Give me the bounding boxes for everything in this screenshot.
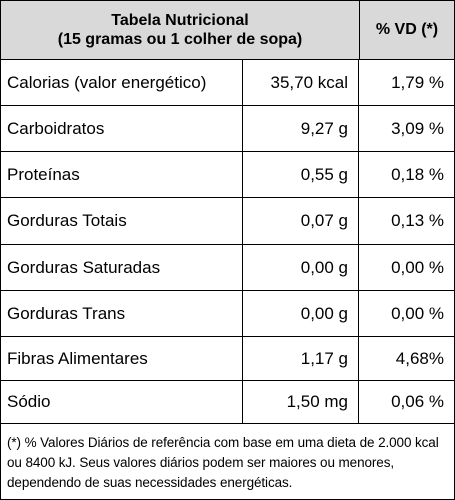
nutrient-name: Proteínas bbox=[1, 152, 243, 197]
nutrient-vd: 4,68% bbox=[395, 348, 444, 368]
nutrient-name: Carboidratos bbox=[1, 106, 243, 151]
nutrient-name: Sódio bbox=[1, 381, 243, 423]
nutrient-vd: 0,00 % bbox=[391, 257, 444, 277]
table-row: Carboidratos 9,27 g 3,09 % bbox=[1, 106, 454, 152]
nutrient-vd: 0,00 % bbox=[391, 303, 444, 323]
nutrient-vd: 1,79 % bbox=[391, 72, 444, 92]
vd-header: % VD (*) bbox=[375, 21, 439, 38]
table-row: Proteínas 0,55 g 0,18 % bbox=[1, 152, 454, 198]
table-row: Gorduras Saturadas 0,00 g 0,00 % bbox=[1, 245, 454, 291]
nutrient-name: Gorduras Totais bbox=[1, 198, 243, 244]
nutrient-vd: 0,18 % bbox=[391, 164, 444, 184]
nutrient-name: Fibras Alimentares bbox=[1, 337, 243, 380]
nutrient-amount: 0,00 g bbox=[244, 291, 359, 336]
nutrient-amount: 0,07 g bbox=[244, 198, 359, 244]
nutrient-vd: 0,06 % bbox=[391, 392, 444, 411]
nutrient-name: Gorduras Trans bbox=[1, 291, 243, 336]
nutrient-amount: 0,55 g bbox=[244, 152, 359, 197]
nutrient-name: Gorduras Saturadas bbox=[1, 245, 243, 290]
title-line-2: (15 gramas ou 1 colher de sopa) bbox=[57, 31, 303, 48]
nutrient-amount: 1,17 g bbox=[244, 337, 359, 380]
nutrient-vd: 3,09 % bbox=[391, 118, 444, 138]
table-row: Gorduras Totais 0,07 g 0,13 % bbox=[1, 198, 454, 245]
nutrient-name: Calorias (valor energético) bbox=[1, 60, 243, 105]
title-line-1: Tabela Nutricional bbox=[111, 12, 249, 29]
nutrient-amount: 1,50 mg bbox=[244, 381, 359, 423]
header-title: Tabela Nutricional (15 gramas ou 1 colhe… bbox=[1, 1, 360, 59]
table-row: Sódio 1,50 mg 0,06 % bbox=[1, 381, 454, 424]
footnote: (*) % Valores Diários de referência com … bbox=[7, 435, 439, 490]
nutrient-amount: 35,70 kcal bbox=[244, 60, 359, 105]
table-row: Calorias (valor energético) 35,70 kcal 1… bbox=[1, 60, 454, 106]
nutrient-vd: 0,13 % bbox=[391, 211, 444, 230]
nutrient-amount: 0,00 g bbox=[244, 245, 359, 290]
nutrient-amount: 9,27 g bbox=[244, 106, 359, 151]
table-row: Fibras Alimentares 1,17 g 4,68% bbox=[1, 337, 454, 381]
table-row: Gorduras Trans 0,00 g 0,00 % bbox=[1, 291, 454, 337]
table-header: Tabela Nutricional (15 gramas ou 1 colhe… bbox=[1, 1, 454, 60]
